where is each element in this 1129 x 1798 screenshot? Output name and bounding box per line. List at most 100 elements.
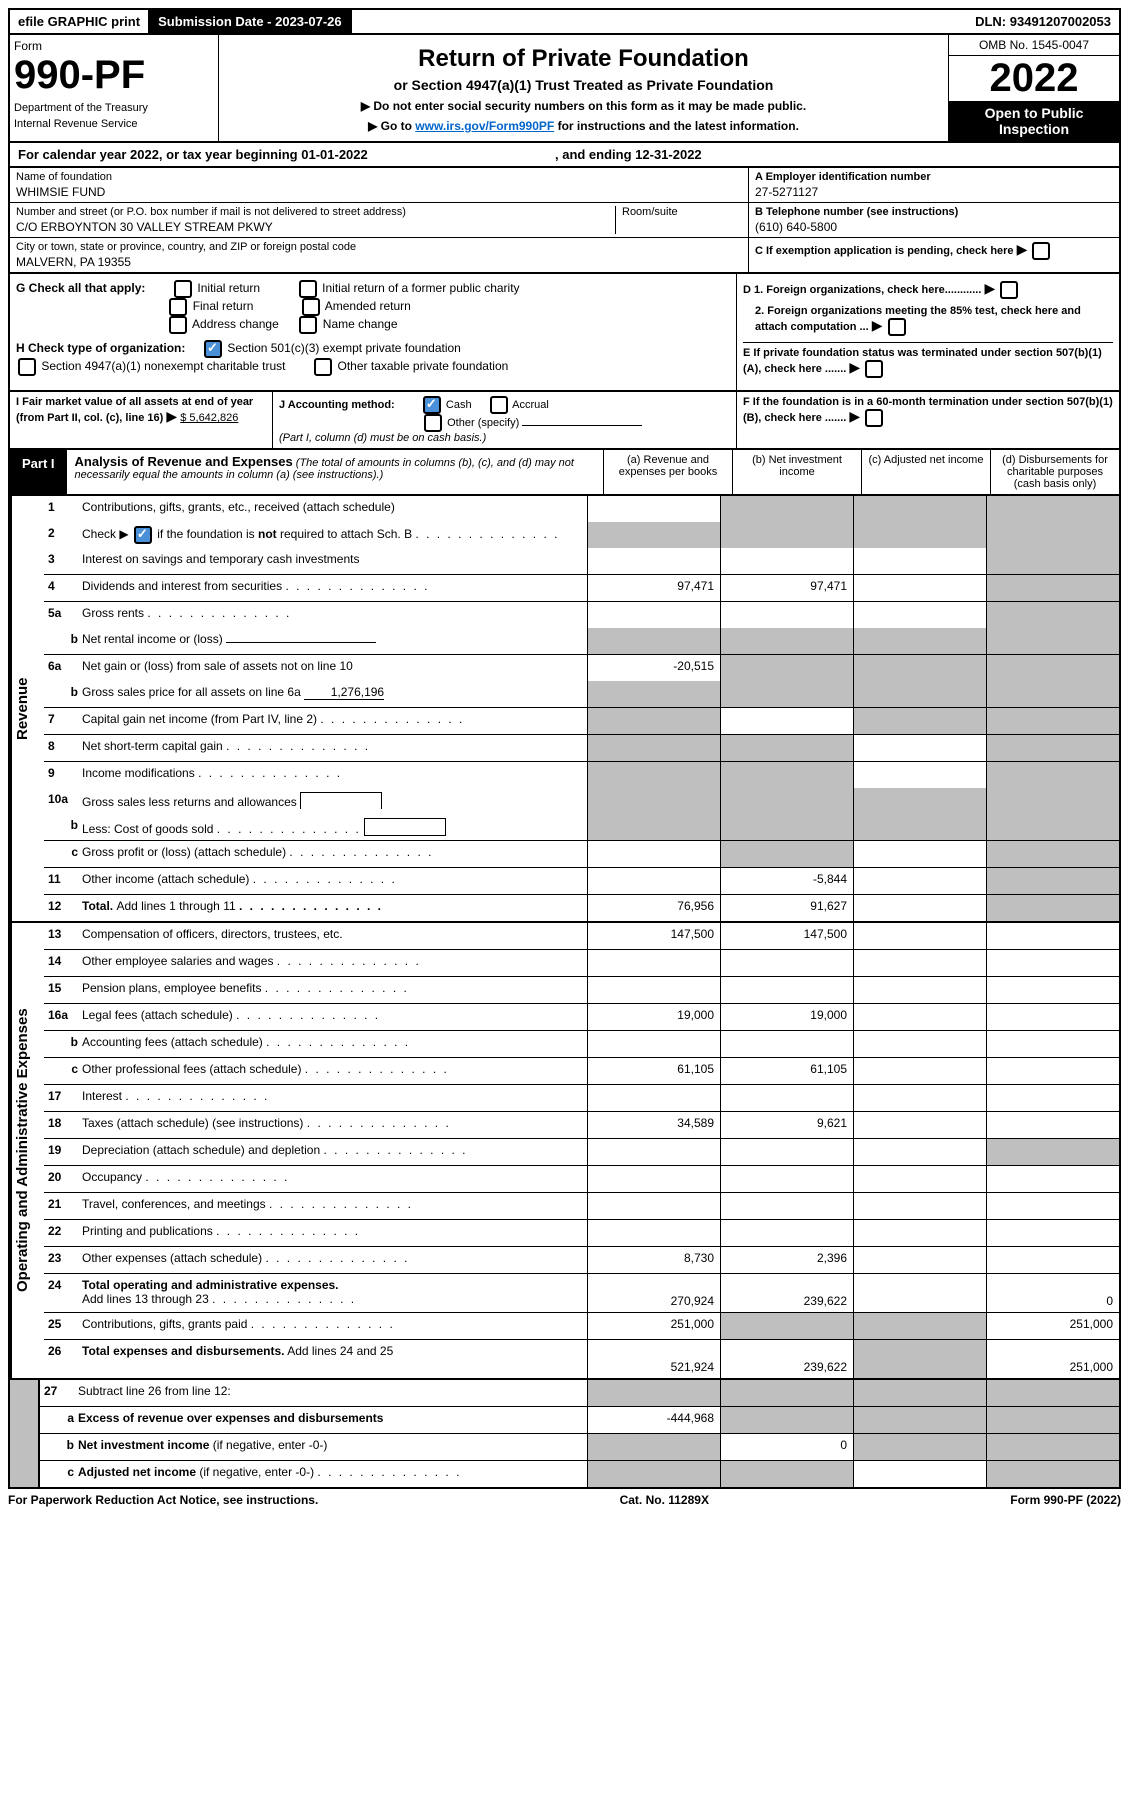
irs-link[interactable]: www.irs.gov/Form990PF [415, 119, 554, 133]
row-19: 19 Depreciation (attach schedule) and de… [44, 1138, 1119, 1165]
i-value: $ 5,642,826 [180, 412, 238, 424]
j-cash-checkbox[interactable] [423, 396, 441, 414]
line-desc: Pension plans, employee benefits [82, 977, 587, 1003]
cell-b [720, 841, 853, 867]
h-4947-label: Section 4947(a)(1) nonexempt charitable … [41, 359, 285, 373]
col-b-head: (b) Net investment income [732, 450, 861, 494]
j-accrual-checkbox[interactable] [490, 396, 508, 414]
cell-a [587, 548, 720, 574]
name-label: Name of foundation [16, 171, 742, 183]
row-21: 21 Travel, conferences, and meetings [44, 1192, 1119, 1219]
cell-b: 61,105 [720, 1058, 853, 1084]
row-6a: 6a Net gain or (loss) from sale of asset… [44, 654, 1119, 681]
h-501c3-checkbox[interactable] [204, 340, 222, 358]
submission-date: Submission Date - 2023-07-26 [150, 10, 352, 33]
h-label: H Check type of organization: [16, 341, 185, 355]
efile-label[interactable]: efile GRAPHIC print [10, 10, 150, 33]
line-desc: Contributions, gifts, grants paid [82, 1313, 587, 1339]
g-initial-checkbox[interactable] [174, 280, 192, 298]
line-no: 18 [44, 1112, 82, 1138]
g-final-label: Final return [193, 299, 254, 313]
f-checkbox[interactable] [865, 409, 883, 427]
line-no: 17 [44, 1085, 82, 1111]
cell-c [853, 788, 986, 814]
cell-a [587, 522, 720, 548]
cell-c [853, 868, 986, 894]
cell-b [720, 1380, 853, 1406]
line-no: 26 [44, 1340, 82, 1378]
cell-c [853, 895, 986, 921]
open-public-badge: Open to Public Inspection [949, 101, 1119, 141]
arrow-icon: ▶ [1017, 241, 1028, 257]
row-11: 11 Other income (attach schedule) -5,844 [44, 867, 1119, 894]
cell-c [853, 681, 986, 707]
h-other-checkbox[interactable] [314, 358, 332, 376]
cell-c [853, 548, 986, 574]
cell-c [853, 575, 986, 601]
line-desc: Other income (attach schedule) [82, 868, 587, 894]
r2-b: if the foundation is not required to att… [157, 527, 412, 541]
g-address-checkbox[interactable] [169, 316, 187, 334]
arrow-icon: ▶ [984, 280, 995, 296]
line-no: c [44, 1058, 82, 1084]
cell-d [986, 1380, 1119, 1406]
top-bar: efile GRAPHIC print Submission Date - 20… [8, 8, 1121, 35]
j-other-checkbox[interactable] [424, 414, 442, 432]
g-amended-checkbox[interactable] [302, 298, 320, 316]
cell-a [587, 950, 720, 976]
c-checkbox[interactable] [1032, 242, 1050, 260]
cell-a: 251,000 [587, 1313, 720, 1339]
calendar-year-row: For calendar year 2022, or tax year begi… [8, 143, 1121, 168]
dln: DLN: 93491207002053 [967, 10, 1119, 33]
cell-a [587, 496, 720, 522]
cell-c [853, 1220, 986, 1246]
line-desc: Net rental income or (loss) [82, 628, 587, 654]
dln-value: 93491207002053 [1010, 14, 1111, 29]
line-desc: Compensation of officers, directors, tru… [82, 923, 587, 949]
ein-value: 27-5271127 [755, 185, 1113, 199]
cell-d: 251,000 [986, 1313, 1119, 1339]
instr-ssn: ▶ Do not enter social security numbers o… [225, 99, 942, 113]
cell-b [720, 950, 853, 976]
part1-header: Part I Analysis of Revenue and Expenses … [8, 450, 1121, 496]
cell-b: 239,622 [720, 1274, 853, 1312]
line-no: 9 [44, 762, 82, 788]
cell-a [587, 681, 720, 707]
line-no: a [40, 1407, 78, 1433]
row-27: 27 Subtract line 26 from line 12: [40, 1380, 1119, 1406]
cell-d [986, 681, 1119, 707]
g-initial-former-checkbox[interactable] [299, 280, 317, 298]
g-name-checkbox[interactable] [299, 316, 317, 334]
cell-d [986, 1058, 1119, 1084]
cell-d [986, 1461, 1119, 1487]
h-4947-checkbox[interactable] [18, 358, 36, 376]
part1-label: Part I [10, 450, 67, 494]
cell-d [986, 1193, 1119, 1219]
cell-d: 0 [986, 1274, 1119, 1312]
row-27c: c Adjusted net income (if negative, ente… [40, 1460, 1119, 1487]
line-no: 20 [44, 1166, 82, 1192]
cell-d [986, 602, 1119, 628]
cell-c [853, 1139, 986, 1165]
cell-a: 147,500 [587, 923, 720, 949]
arrow-icon: ▶ [849, 359, 860, 375]
cell-c [853, 762, 986, 788]
d1-checkbox[interactable] [1000, 281, 1018, 299]
cell-b [720, 1085, 853, 1111]
e-checkbox[interactable] [865, 360, 883, 378]
g-final-checkbox[interactable] [169, 298, 187, 316]
d2-checkbox[interactable] [888, 318, 906, 336]
cell-c [853, 628, 986, 654]
header-center: Return of Private Foundation or Section … [219, 35, 948, 141]
form-id-block: Form 990-PF Department of the Treasury I… [10, 35, 219, 141]
cell-b: 9,621 [720, 1112, 853, 1138]
form-label: Form [14, 39, 214, 53]
schb-checkbox[interactable] [134, 526, 152, 544]
cell-d [986, 708, 1119, 734]
line-desc: Less: Cost of goods sold [82, 814, 587, 840]
cell-c [853, 950, 986, 976]
part1-title: Analysis of Revenue and Expenses (The to… [67, 450, 603, 494]
g-name-label: Name change [323, 317, 398, 331]
cell-c [853, 708, 986, 734]
foundation-city: MALVERN, PA 19355 [16, 255, 742, 269]
